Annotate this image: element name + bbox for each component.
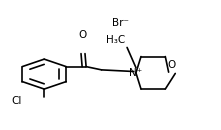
Text: O: O bbox=[79, 30, 87, 40]
Text: Cl: Cl bbox=[11, 96, 22, 106]
Text: H₃C: H₃C bbox=[106, 35, 126, 45]
Text: N⁺: N⁺ bbox=[129, 68, 143, 78]
Text: Br⁻: Br⁻ bbox=[112, 18, 129, 28]
Text: O: O bbox=[167, 60, 175, 70]
